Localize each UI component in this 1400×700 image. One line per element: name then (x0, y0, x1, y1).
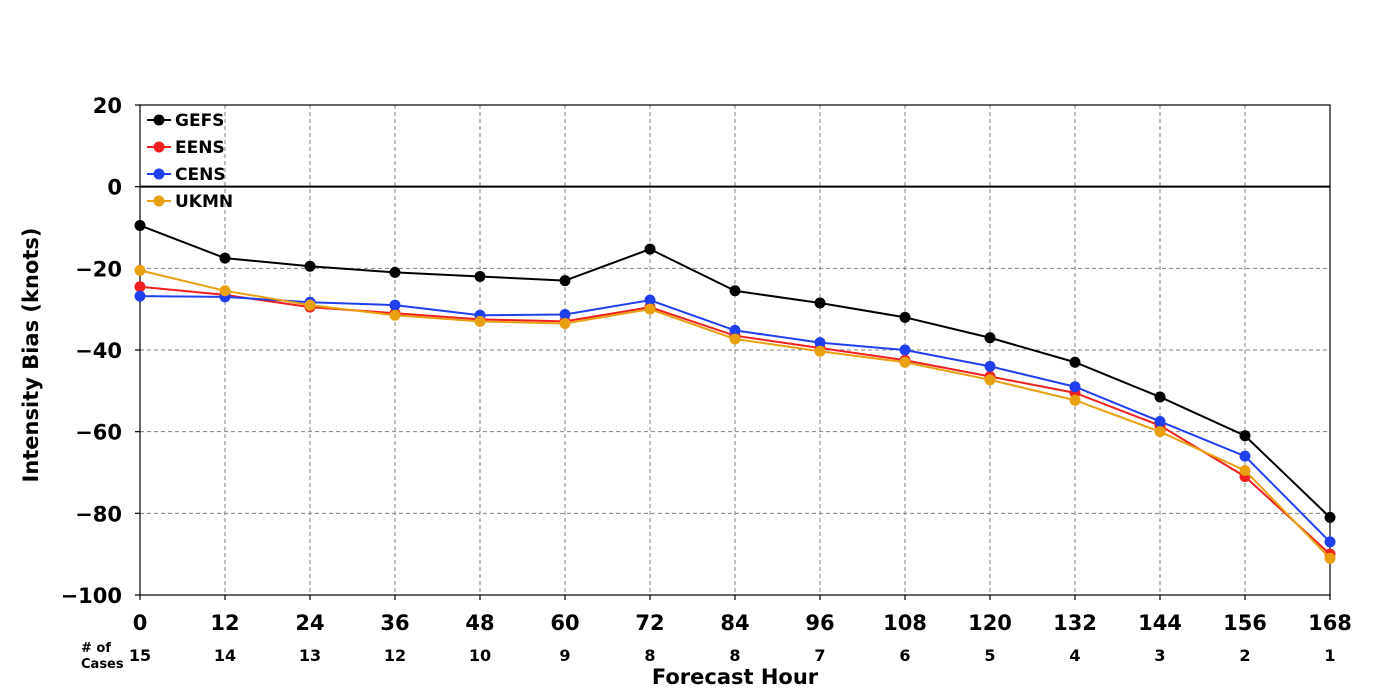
data-point-ukmn (474, 315, 486, 327)
legend-marker-cens (153, 168, 165, 180)
data-point-ukmn (134, 264, 146, 276)
x-tick-label: 168 (1308, 611, 1352, 635)
data-point-ukmn (899, 356, 911, 368)
y-tick-label: −60 (75, 421, 122, 445)
x-tick-label: 108 (883, 611, 927, 635)
y-tick-label: −100 (61, 584, 122, 608)
y-tick-label: −20 (75, 257, 122, 281)
legend-label-eens: EENS (175, 138, 225, 158)
legend-label-cens: CENS (175, 165, 226, 185)
x-tick-label: 144 (1138, 611, 1182, 635)
data-point-cens (729, 324, 741, 336)
data-point-ukmn (219, 285, 231, 297)
x-tick-label: 72 (635, 611, 664, 635)
data-point-cens (899, 344, 911, 356)
case-count-label: 13 (299, 646, 321, 665)
data-point-cens (1069, 381, 1081, 393)
data-point-cens (984, 360, 996, 372)
data-point-gefs (389, 266, 401, 278)
y-tick-label: 0 (107, 176, 122, 200)
data-point-cens (644, 294, 656, 306)
data-point-ukmn (984, 374, 996, 386)
data-point-gefs (814, 297, 826, 309)
case-count-label: 4 (1069, 646, 1080, 665)
data-point-cens (1324, 536, 1336, 548)
x-tick-label: 156 (1223, 611, 1267, 635)
case-count-label: 8 (644, 646, 655, 665)
data-point-cens (134, 290, 146, 302)
data-point-ukmn (1324, 552, 1336, 564)
data-point-gefs (729, 285, 741, 297)
x-tick-label: 0 (133, 611, 148, 635)
data-point-cens (1154, 415, 1166, 427)
x-tick-label: 48 (465, 611, 494, 635)
data-point-gefs (1324, 511, 1336, 523)
data-point-cens (559, 308, 571, 320)
x-tick-label: 132 (1053, 611, 1097, 635)
data-point-gefs (644, 243, 656, 255)
data-point-gefs (219, 252, 231, 264)
data-point-gefs (474, 271, 486, 282)
data-point-cens (1239, 450, 1251, 462)
legend-marker-gefs (153, 114, 165, 126)
x-tick-label: 36 (380, 611, 409, 635)
data-point-ukmn (644, 303, 656, 315)
case-count-label: 2 (1239, 646, 1250, 665)
legend-label-gefs: GEFS (175, 111, 224, 131)
x-tick-label: 96 (805, 611, 834, 635)
y-tick-label: −80 (75, 502, 122, 526)
data-point-ukmn (729, 333, 741, 345)
data-point-cens (389, 299, 401, 311)
data-point-gefs (1239, 430, 1251, 442)
y-tick-label: 20 (93, 94, 122, 118)
x-axis-title: Forecast Hour (652, 665, 819, 689)
x-tick-label: 24 (295, 611, 324, 635)
legend-label-ukmn: UKMN (175, 192, 233, 212)
case-count-label: 9 (559, 646, 570, 665)
case-count-label: 7 (814, 646, 825, 665)
case-count-label: 12 (384, 646, 406, 665)
data-point-gefs (1154, 391, 1166, 403)
data-point-gefs (134, 219, 146, 231)
case-count-label: 1 (1324, 646, 1335, 665)
x-tick-label: 60 (550, 611, 579, 635)
x-tick-label: 120 (968, 611, 1012, 635)
case-count-label: 14 (214, 646, 236, 665)
y-axis-title: Intensity Bias (knots) (19, 228, 43, 483)
legend-marker-ukmn (153, 195, 165, 207)
case-count-label: 3 (1154, 646, 1165, 665)
data-point-cens (814, 337, 826, 349)
data-point-ukmn (1069, 394, 1081, 406)
cases-title: # of Cases (81, 641, 124, 672)
data-point-ukmn (814, 345, 826, 357)
legend-marker-eens (153, 141, 165, 153)
data-point-gefs (984, 332, 996, 344)
x-tick-label: 84 (720, 611, 749, 635)
case-count-label: 10 (469, 646, 491, 665)
data-point-ukmn (559, 317, 571, 329)
data-point-eens (134, 281, 146, 293)
case-count-label: 8 (729, 646, 740, 665)
case-count-label: 6 (899, 646, 910, 665)
y-tick-label: −40 (75, 339, 122, 363)
data-point-gefs (1069, 356, 1081, 368)
data-point-gefs (304, 260, 316, 272)
data-point-gefs (899, 311, 911, 323)
data-point-ukmn (389, 309, 401, 321)
x-tick-label: 12 (210, 611, 239, 635)
data-point-ukmn (304, 299, 316, 311)
data-point-gefs (559, 275, 571, 287)
data-point-ukmn (1239, 464, 1251, 476)
case-count-label: 15 (129, 646, 151, 665)
data-point-ukmn (1154, 426, 1166, 438)
case-count-label: 5 (984, 646, 995, 665)
